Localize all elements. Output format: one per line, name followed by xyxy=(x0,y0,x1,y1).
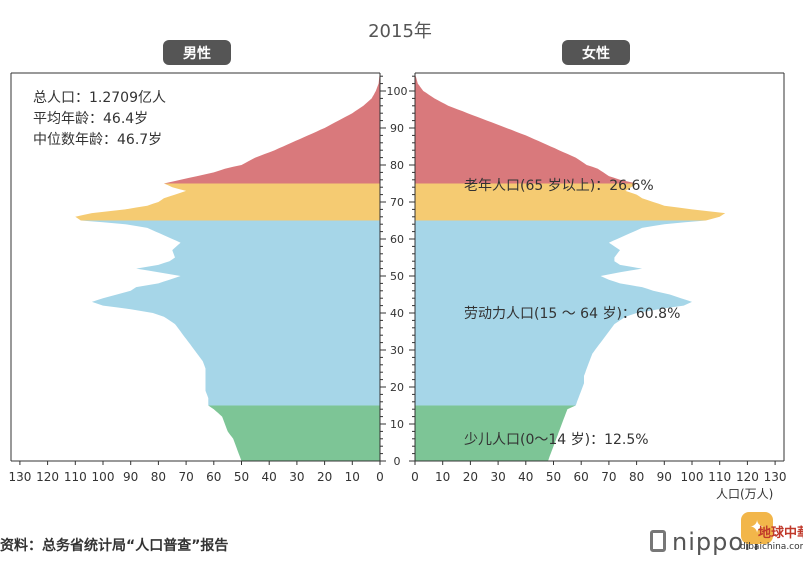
age-tick-label: 80 xyxy=(390,159,404,172)
male-children-band xyxy=(208,405,380,461)
female-elderly-band xyxy=(415,76,637,184)
female-panel-label: 女性 xyxy=(582,45,610,62)
age-tick-label: 100 xyxy=(387,85,408,98)
age-tick-label: 70 xyxy=(390,196,404,209)
female-x-tick-label: 90 xyxy=(657,470,672,484)
male-panel-badge xyxy=(163,40,231,65)
male-panel-label: 男性 xyxy=(183,45,211,62)
female-x-tick-label: 40 xyxy=(518,470,533,484)
group-label-children: 少儿人口(0～14 岁)：12.5% xyxy=(464,432,649,448)
age-tick-label: 90 xyxy=(390,122,404,135)
male-x-tick-label: 50 xyxy=(234,470,249,484)
stat-total-population: 总人口：1.2709亿人 xyxy=(33,90,166,106)
age-tick-label: 60 xyxy=(390,233,404,246)
female-panel-badge xyxy=(562,40,630,65)
male-x-tick-label: 70 xyxy=(178,470,193,484)
source-note: 资料：总务省统计局“人口普查”报告 xyxy=(0,538,229,554)
female-children-band xyxy=(415,405,576,461)
female-x-tick-label: 130 xyxy=(764,470,787,484)
male-elderly-band xyxy=(163,76,380,184)
male-x-tick-label: 130 xyxy=(8,470,31,484)
female-x-tick-label: 120 xyxy=(736,470,759,484)
female-x-tick-label: 100 xyxy=(681,470,704,484)
female-x-tick-label: 10 xyxy=(435,470,450,484)
male-x-tick-label: 90 xyxy=(123,470,138,484)
female-plot xyxy=(415,76,726,461)
male-x-tick-label: 120 xyxy=(36,470,59,484)
age-tick-label: 10 xyxy=(390,418,404,431)
stat-mean-age: 平均年龄：46.4岁 xyxy=(33,111,148,127)
watermark-url: dibaichina.com xyxy=(740,542,803,552)
male-plot xyxy=(75,76,381,461)
male-x-tick-label: 100 xyxy=(92,470,115,484)
group-label-elderly: 老年人口(65 岁以上)：26.6% xyxy=(464,178,654,194)
watermark-logo-icon: ✦ xyxy=(741,512,773,544)
male-x-tick-label: 0 xyxy=(376,470,384,484)
male-x-tick-label: 80 xyxy=(151,470,166,484)
female-x-tick-label: 30 xyxy=(490,470,505,484)
female-elderly-band-band xyxy=(415,183,726,221)
male-x-tick-label: 40 xyxy=(262,470,277,484)
stat-median-age: 中位数年龄：46.7岁 xyxy=(33,132,162,148)
stats-block: 总人口：1.2709亿人 平均年龄：46.4岁 中位数年龄：46.7岁 xyxy=(33,90,166,148)
brand-mark-icon xyxy=(650,530,666,552)
female-x-tick-label: 110 xyxy=(708,470,731,484)
watermark: ✦ 地球中華網 dibaichina.com xyxy=(736,512,803,556)
age-tick-label: 0 xyxy=(394,455,401,468)
male-elderly-band-band xyxy=(75,183,381,221)
chart-title: 2015年 xyxy=(368,21,432,42)
male-x-tick-label: 110 xyxy=(64,470,87,484)
female-x-tick-label: 60 xyxy=(574,470,589,484)
female-x-tick-label: 80 xyxy=(629,470,644,484)
age-tick-label: 20 xyxy=(390,381,404,394)
male-x-tick-label: 30 xyxy=(289,470,304,484)
male-working-band xyxy=(80,220,381,406)
male-x-tick-label: 10 xyxy=(345,470,360,484)
female-x-tick-label: 20 xyxy=(463,470,478,484)
female-x-tick-label: 0 xyxy=(411,470,419,484)
female-working-band xyxy=(415,220,706,406)
age-tick-label: 30 xyxy=(390,344,404,357)
male-x-tick-label: 60 xyxy=(206,470,221,484)
female-x-tick-label: 70 xyxy=(601,470,616,484)
x-axis-label: 人口(万人) xyxy=(716,487,773,501)
group-label-working: 劳动力人口(15 ～ 64 岁)：60.8% xyxy=(464,306,680,322)
female-x-tick-label: 50 xyxy=(546,470,561,484)
male-x-tick-label: 20 xyxy=(317,470,332,484)
age-tick-label: 50 xyxy=(390,270,404,283)
age-tick-label: 40 xyxy=(390,307,404,320)
watermark-text: 地球中華網 xyxy=(758,526,803,541)
